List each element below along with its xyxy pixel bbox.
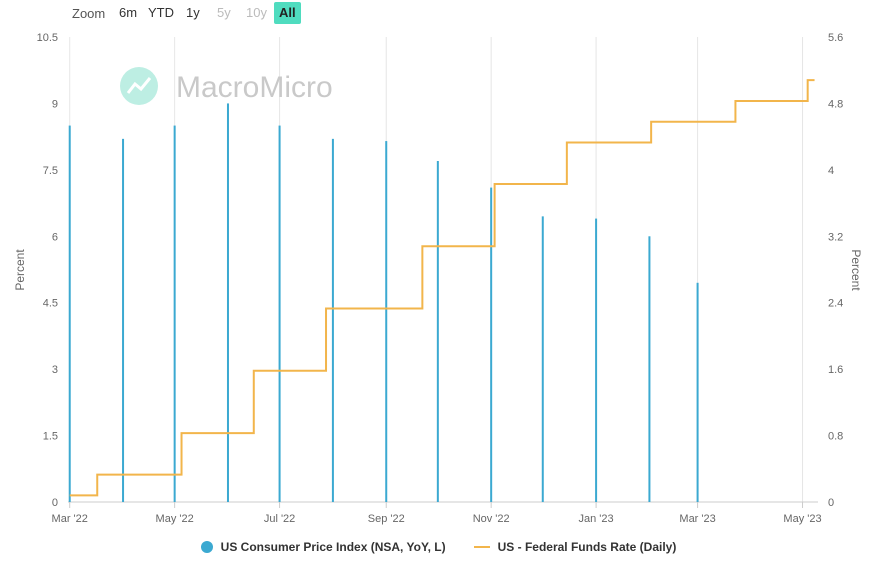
cpi-bar[interactable] bbox=[226, 103, 229, 502]
x-tick-label: May '23 bbox=[783, 513, 821, 525]
left-axis-title: Percent bbox=[13, 249, 27, 291]
right-axis-title: Percent bbox=[849, 249, 863, 291]
x-tick-label: Jan '23 bbox=[579, 513, 614, 525]
legend-label-cpi: US Consumer Price Index (NSA, YoY, L) bbox=[220, 540, 446, 554]
right-tick-label: 2.4 bbox=[828, 298, 843, 310]
zoom-ytd-button[interactable]: YTD bbox=[148, 5, 174, 20]
cpi-bar[interactable] bbox=[490, 187, 493, 503]
x-tick-label: Mar '23 bbox=[679, 513, 715, 525]
cpi-bars bbox=[68, 103, 699, 503]
left-tick-label: 9 bbox=[52, 98, 58, 110]
zoom-1y-button[interactable]: 1y bbox=[186, 5, 200, 20]
cpi-bar[interactable] bbox=[173, 125, 176, 503]
zoom-all-button[interactable]: All bbox=[274, 2, 301, 24]
right-tick-label: 4 bbox=[828, 165, 834, 177]
grid-lines bbox=[68, 37, 818, 503]
ffr-legend-line-icon bbox=[473, 546, 490, 548]
legend: US Consumer Price Index (NSA, YoY, L) US… bbox=[0, 540, 877, 554]
left-tick-label: 7.5 bbox=[43, 165, 58, 177]
legend-item-cpi[interactable]: US Consumer Price Index (NSA, YoY, L) bbox=[200, 540, 446, 554]
cpi-bar[interactable] bbox=[68, 125, 71, 503]
x-tick-label: Jul '22 bbox=[264, 513, 295, 525]
x-tick-label: Nov '22 bbox=[473, 513, 510, 525]
right-tick-label: 3.2 bbox=[828, 231, 843, 243]
zoom-5y-button[interactable]: 5y bbox=[217, 5, 231, 20]
watermark: MacroMicro bbox=[120, 67, 333, 105]
cpi-bar[interactable] bbox=[331, 138, 334, 502]
ffr-line-group bbox=[69, 79, 815, 497]
legend-item-ffr[interactable]: US - Federal Funds Rate (Daily) bbox=[473, 540, 677, 554]
x-axis-ticks: Mar '22 May '22 Jul '22 Sep '22 Nov '22 Jan '… bbox=[52, 502, 822, 525]
cpi-bar[interactable] bbox=[648, 236, 651, 503]
cpi-bar[interactable] bbox=[541, 216, 544, 502]
watermark-text: MacroMicro bbox=[176, 71, 333, 104]
zoom-10y-button[interactable]: 10y bbox=[246, 5, 267, 20]
right-tick-label: 4.8 bbox=[828, 98, 843, 110]
right-axis-ticks: 0 0.8 1.6 2.4 3.2 4 4.8 5.6 bbox=[828, 32, 843, 509]
right-tick-label: 1.6 bbox=[828, 364, 843, 376]
cpi-legend-dot-icon bbox=[200, 541, 213, 553]
x-tick-label: Mar '22 bbox=[52, 513, 88, 525]
left-tick-label: 3 bbox=[52, 364, 58, 376]
left-tick-label: 4.5 bbox=[43, 298, 58, 310]
cpi-bar[interactable] bbox=[595, 218, 598, 503]
right-tick-label: 5.6 bbox=[828, 32, 843, 44]
cpi-bar[interactable] bbox=[278, 125, 281, 503]
right-tick-label: 0.8 bbox=[828, 431, 843, 443]
zoom-label: Zoom bbox=[72, 6, 106, 21]
left-tick-label: 6 bbox=[52, 231, 58, 243]
left-tick-label: 1.5 bbox=[43, 431, 58, 443]
cpi-bar[interactable] bbox=[696, 282, 699, 502]
ffr-line bbox=[69, 79, 815, 497]
left-axis-ticks: 0 1.5 3 4.5 6 7.5 9 10.5 bbox=[37, 32, 58, 509]
cpi-bar[interactable] bbox=[385, 141, 388, 503]
left-tick-label: 0 bbox=[52, 497, 58, 509]
x-tick-label: Sep '22 bbox=[368, 513, 405, 525]
left-tick-label: 10.5 bbox=[37, 32, 58, 44]
x-tick-label: May '22 bbox=[156, 513, 194, 525]
zoom-6m-button[interactable]: 6m bbox=[119, 5, 138, 20]
right-tick-label: 0 bbox=[828, 497, 834, 509]
cpi-bar[interactable] bbox=[436, 161, 439, 502]
watermark-logo-chart-icon bbox=[126, 77, 152, 94]
cpi-bar[interactable] bbox=[122, 138, 125, 502]
legend-label-ffr: US - Federal Funds Rate (Daily) bbox=[497, 540, 677, 554]
